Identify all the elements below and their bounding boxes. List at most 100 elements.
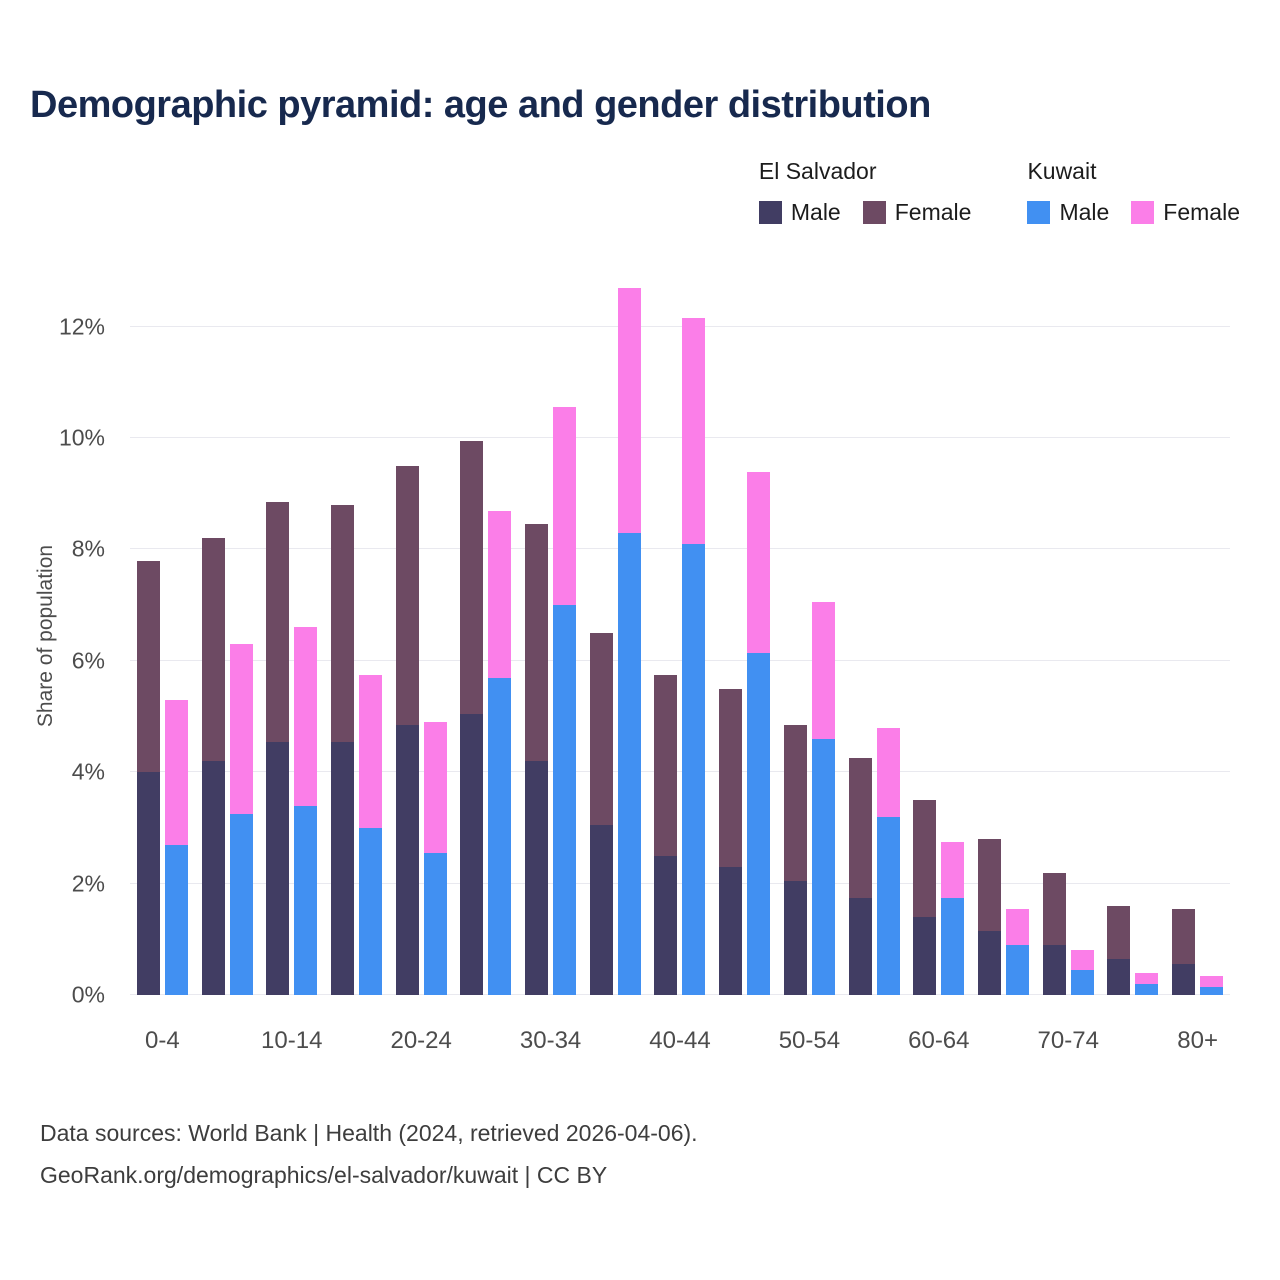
bar-group-75-79 <box>1101 271 1166 995</box>
bar-segment-kw-female-15-19 <box>358 674 382 828</box>
page-title: Demographic pyramid: age and gender dist… <box>30 84 931 126</box>
stacked-bar-kw-30-34 <box>553 271 577 995</box>
stacked-bar-kw-65-69 <box>1005 271 1029 995</box>
bar-segment-kw-male-80+ <box>1200 986 1224 995</box>
bar-segment-es-male-75-79 <box>1107 958 1131 995</box>
legend: El Salvador Male Female Kuwait Male <box>758 158 1240 226</box>
gridline-6% <box>130 659 1230 661</box>
bar-group-45-49 <box>712 271 777 995</box>
bar-segment-kw-female-80+ <box>1200 975 1224 987</box>
bar-segment-es-male-25-29 <box>460 713 484 995</box>
bar-segment-es-female-70-74 <box>1042 872 1066 945</box>
stacked-bar-kw-80+ <box>1200 271 1224 995</box>
bar-segment-es-male-35-39 <box>589 825 613 995</box>
bar-segment-es-male-70-74 <box>1042 944 1066 995</box>
stacked-bar-kw-5-9 <box>229 271 253 995</box>
legend-label-es-female: Female <box>894 199 972 225</box>
bar-segment-es-female-30-34 <box>525 524 549 762</box>
bar-segment-es-male-15-19 <box>330 741 354 995</box>
gridline-12% <box>130 325 1230 327</box>
bar-segment-es-male-0-4 <box>136 772 160 995</box>
y-tick-label: 4% <box>71 758 105 785</box>
bar-segment-kw-male-50-54 <box>811 738 835 995</box>
stacked-bar-es-0-4 <box>136 271 160 995</box>
stacked-bar-es-35-39 <box>589 271 613 995</box>
bar-group-80+ <box>1165 271 1230 995</box>
stacked-bar-es-45-49 <box>719 271 743 995</box>
bar-group-10-14 <box>259 271 324 995</box>
stacked-bar-kw-35-39 <box>617 271 641 995</box>
stacked-bar-kw-10-14 <box>294 271 318 995</box>
bar-segment-kw-male-65-69 <box>1005 944 1029 995</box>
bar-segment-kw-female-25-29 <box>488 510 512 678</box>
bar-segment-kw-male-15-19 <box>358 827 382 995</box>
x-tick-label-60-64: 60-64 <box>908 1027 970 1054</box>
bar-segment-kw-male-45-49 <box>747 652 771 995</box>
stacked-bar-kw-0-4 <box>164 271 188 995</box>
bar-segment-es-female-75-79 <box>1107 905 1131 959</box>
bar-segment-es-male-55-59 <box>848 897 872 995</box>
bar-segment-es-male-45-49 <box>719 866 743 995</box>
stacked-bar-kw-50-54 <box>811 271 835 995</box>
bar-segment-kw-male-10-14 <box>294 805 318 995</box>
caption-sources: Data sources: World Bank | Health (2024,… <box>40 1120 698 1146</box>
legend-label-kw-male: Male <box>1059 199 1110 225</box>
stacked-bar-kw-55-59 <box>876 271 900 995</box>
bar-group-0-4 <box>130 271 195 995</box>
legend-label-kw-female: Female <box>1163 199 1240 225</box>
x-axis: 0-4 10-14 20-24 30-34 40-44 50-54 60-64 70-74 80… <box>130 995 1230 1065</box>
legend-label-es-male: Male <box>790 199 841 225</box>
stacked-bar-es-70-74 <box>1042 271 1066 995</box>
bar-group-35-39 <box>583 271 648 995</box>
bar-segment-es-female-20-24 <box>395 465 419 725</box>
bar-segment-es-female-15-19 <box>330 504 354 742</box>
legend-item-kw-female: Female <box>1131 199 1240 226</box>
gridline-0% <box>130 994 1230 995</box>
bar-segment-es-male-20-24 <box>395 724 419 995</box>
stacked-bar-es-65-69 <box>977 271 1001 995</box>
gridline-10% <box>130 437 1230 439</box>
gridline-2% <box>130 882 1230 884</box>
bar-segment-kw-female-40-44 <box>682 318 706 544</box>
legend-item-es-male: Male <box>758 199 841 226</box>
stacked-bar-es-30-34 <box>525 271 549 995</box>
bar-segment-kw-male-70-74 <box>1070 969 1094 995</box>
bar-group-5-9 <box>195 271 260 995</box>
bar-group-65-69 <box>971 271 1036 995</box>
bar-segment-es-female-55-59 <box>848 758 872 898</box>
chart: 0% 2% 4% 6% 8% 10% 12% 0-4 10-14 20-24 30-34 40-44… <box>59 271 1230 1054</box>
bar-segment-es-male-65-69 <box>977 930 1001 995</box>
stacked-bar-kw-70-74 <box>1070 271 1094 995</box>
stacked-bar-kw-60-64 <box>941 271 965 995</box>
bar-segment-es-female-45-49 <box>719 688 743 867</box>
bar-segment-kw-male-25-29 <box>488 677 512 995</box>
stacked-bar-es-55-59 <box>848 271 872 995</box>
stacked-bar-kw-15-19 <box>358 271 382 995</box>
bar-segment-kw-female-35-39 <box>617 287 641 533</box>
bar-segment-es-female-25-29 <box>460 440 484 714</box>
stacked-bar-es-5-9 <box>201 271 225 995</box>
bar-segment-kw-female-60-64 <box>941 841 965 898</box>
bar-segment-es-male-80+ <box>1172 964 1196 995</box>
legend-group-title-kuwait: Kuwait <box>1027 158 1097 184</box>
gridline-8% <box>130 548 1230 550</box>
bar-segment-kw-male-60-64 <box>941 897 965 995</box>
caption-attribution: GeoRank.org/demographics/el-salvador/kuw… <box>40 1162 608 1188</box>
stacked-bar-kw-25-29 <box>488 271 512 995</box>
bar-segment-kw-female-20-24 <box>423 722 447 853</box>
bar-group-25-29 <box>454 271 519 995</box>
bar-segment-es-female-10-14 <box>266 502 290 742</box>
stacked-bar-es-80+ <box>1172 271 1196 995</box>
bar-group-60-64 <box>906 271 971 995</box>
stacked-bar-es-10-14 <box>266 271 290 995</box>
bar-segment-kw-male-75-79 <box>1135 983 1159 995</box>
bar-group-40-44 <box>648 271 713 995</box>
y-tick-label: 2% <box>71 870 105 897</box>
bar-segment-es-male-60-64 <box>913 917 937 995</box>
x-tick-label-50-54: 50-54 <box>778 1027 841 1054</box>
bar-segment-es-female-50-54 <box>783 724 807 881</box>
bar-segment-kw-female-55-59 <box>876 727 900 817</box>
stacked-bar-kw-20-24 <box>423 271 447 995</box>
stacked-bar-kw-45-49 <box>747 271 771 995</box>
